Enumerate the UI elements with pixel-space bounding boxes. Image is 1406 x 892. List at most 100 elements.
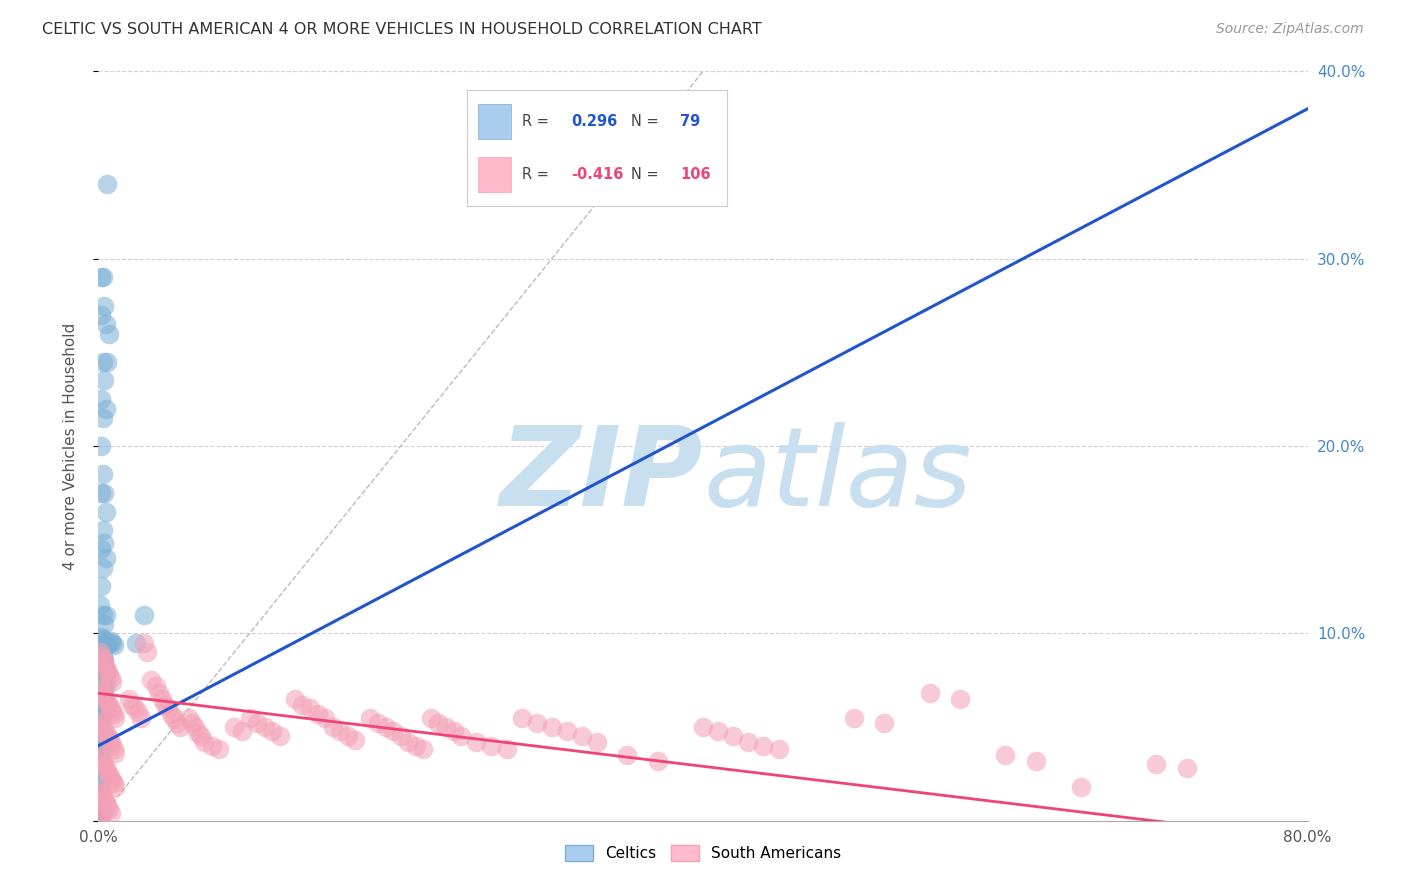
Point: [127, 705, 149, 719]
Point: [91, 561, 114, 575]
Point: [239, 710, 262, 724]
Point: [89, 783, 111, 797]
Point: [93, 617, 115, 632]
Point: [100, 806, 122, 821]
Point: [752, 739, 775, 753]
Point: [94, 692, 117, 706]
Point: [90, 716, 112, 731]
Point: [1144, 757, 1167, 772]
Y-axis label: 4 or more Vehicles in Household: 4 or more Vehicles in Household: [63, 322, 77, 570]
Point: [104, 710, 127, 724]
Point: [844, 710, 866, 724]
Point: [89, 776, 111, 790]
Point: [89, 754, 111, 768]
Point: [91, 632, 114, 646]
Point: [103, 706, 125, 721]
Point: [148, 686, 170, 700]
Point: [420, 710, 443, 724]
Point: [89, 769, 111, 783]
Point: [90, 752, 112, 766]
Point: [135, 645, 157, 659]
Point: [93, 657, 115, 671]
Point: [89, 731, 111, 746]
Point: [98, 698, 121, 712]
Point: [124, 701, 146, 715]
Point: [90, 725, 112, 739]
Point: [98, 802, 121, 816]
Point: [96, 664, 118, 678]
Point: [91, 789, 114, 804]
Point: [284, 692, 307, 706]
Point: [93, 486, 115, 500]
Point: [91, 524, 114, 538]
Point: [1175, 761, 1198, 775]
Point: [91, 355, 114, 369]
Point: [90, 740, 112, 755]
Point: [121, 698, 143, 712]
Legend: Celtics, South Americans: Celtics, South Americans: [560, 838, 846, 867]
Point: [91, 696, 114, 710]
Point: [101, 705, 124, 719]
Point: [89, 716, 111, 731]
Point: [90, 713, 112, 727]
Point: [160, 706, 183, 721]
Point: [89, 655, 111, 669]
Point: [103, 638, 125, 652]
Point: [98, 667, 121, 681]
Point: [768, 742, 790, 756]
Point: [450, 730, 472, 744]
Point: [389, 730, 412, 744]
Point: [647, 754, 669, 768]
Point: [692, 720, 714, 734]
Point: [412, 742, 434, 756]
Point: [329, 723, 352, 738]
Point: [93, 706, 115, 721]
Point: [90, 630, 112, 644]
Point: [91, 270, 114, 285]
Point: [246, 716, 269, 731]
Point: [90, 270, 112, 285]
Point: [465, 735, 488, 749]
Point: [89, 701, 111, 715]
Point: [91, 756, 114, 770]
Point: [89, 679, 111, 693]
Point: [179, 710, 201, 724]
Point: [93, 791, 115, 805]
Point: [101, 774, 124, 789]
Point: [98, 767, 121, 781]
Point: [427, 716, 450, 731]
Text: CELTIC VS SOUTH AMERICAN 4 OR MORE VEHICLES IN HOUSEHOLD CORRELATION CHART: CELTIC VS SOUTH AMERICAN 4 OR MORE VEHIC…: [42, 22, 762, 37]
Point: [374, 720, 396, 734]
Point: [94, 401, 117, 416]
Text: ZIP: ZIP: [499, 423, 703, 530]
Text: atlas: atlas: [703, 423, 972, 530]
Point: [90, 694, 112, 708]
Point: [100, 633, 122, 648]
Point: [93, 652, 115, 666]
Point: [360, 710, 382, 724]
Point: [616, 747, 638, 762]
Point: [434, 720, 457, 734]
Point: [125, 635, 148, 649]
Point: [90, 673, 112, 688]
Point: [89, 747, 111, 762]
Point: [344, 733, 367, 747]
Point: [96, 638, 118, 652]
Point: [91, 652, 114, 666]
Point: [94, 635, 117, 649]
Point: [96, 665, 118, 680]
Point: [540, 720, 562, 734]
Point: [94, 761, 117, 775]
Point: [93, 298, 115, 313]
Point: [299, 701, 322, 715]
Point: [90, 810, 112, 824]
Point: [89, 692, 111, 706]
Point: [98, 326, 121, 341]
Point: [93, 677, 115, 691]
Point: [91, 467, 114, 482]
Point: [89, 645, 111, 659]
Point: [129, 710, 152, 724]
Point: [90, 439, 112, 453]
Point: [103, 776, 125, 790]
Point: [96, 730, 118, 744]
